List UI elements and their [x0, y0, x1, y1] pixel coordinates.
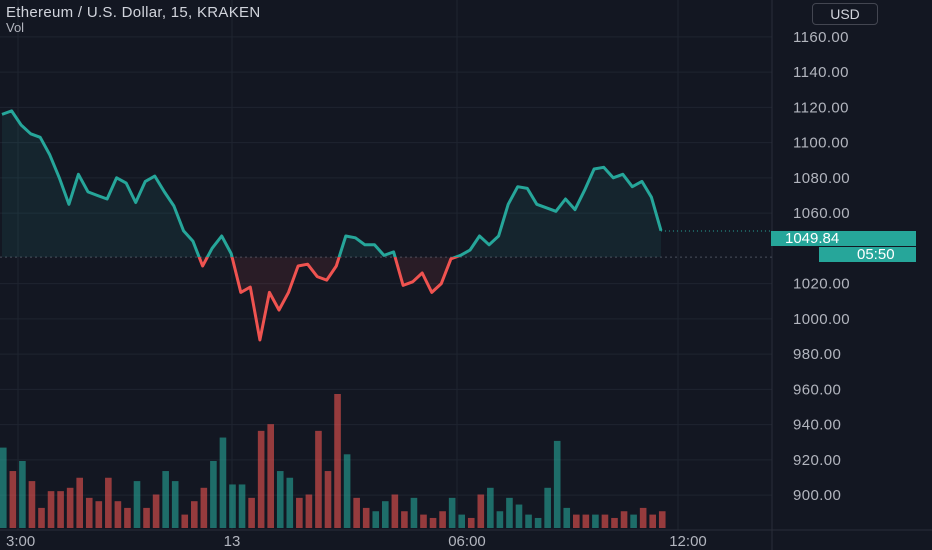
volume-bar	[639, 507, 647, 528]
volume-bar	[410, 497, 418, 528]
volume-bar	[420, 514, 427, 528]
volume-bar	[343, 454, 351, 528]
volume-bar	[76, 477, 83, 528]
currency-selector[interactable]: USD	[812, 3, 878, 25]
x-tick-label: 3:00	[6, 533, 35, 550]
price-line-below	[197, 257, 460, 342]
y-tick-label: 1000.00	[793, 311, 850, 328]
x-tick-label: 12:00	[669, 533, 707, 550]
volume-label: Vol	[6, 20, 25, 35]
last-price-tag: 1049.84	[771, 231, 916, 246]
volume-bar	[573, 514, 580, 528]
volume-bar	[181, 514, 189, 528]
volume-bar	[487, 487, 494, 528]
volume-bar	[496, 511, 504, 528]
x-tick-label: 06:00	[448, 533, 486, 550]
volume-bar	[296, 497, 303, 528]
volume-bar	[582, 514, 590, 528]
volume-bar	[467, 517, 475, 528]
volume-bar	[238, 484, 246, 528]
volume-bar	[315, 430, 322, 528]
volume-bar	[19, 461, 26, 528]
volume-bar	[9, 471, 17, 528]
volume-bar	[563, 507, 571, 528]
volume-bar	[534, 517, 542, 528]
volume-bar	[38, 507, 45, 528]
volume-bar	[171, 481, 179, 528]
y-tick-label: 980.00	[793, 346, 841, 363]
volume-bar	[85, 497, 93, 528]
chart-title: Ethereum / U.S. Dollar, 15, KRAKEN	[6, 4, 261, 21]
volume-bar	[515, 504, 523, 528]
volume-bar	[257, 430, 265, 528]
volume-bar	[525, 514, 532, 528]
volume-bar	[630, 514, 637, 528]
volume-bar	[133, 481, 141, 528]
volume-bar	[592, 514, 599, 528]
y-tick-label: 940.00	[793, 417, 841, 434]
volume-bar	[191, 501, 198, 528]
volume-bar	[544, 487, 551, 528]
y-tick-label: 1020.00	[793, 276, 850, 293]
volume-bar	[152, 494, 160, 528]
volume-bar	[105, 477, 112, 528]
volume-bar	[401, 511, 408, 528]
volume-bar	[362, 507, 370, 528]
volume-bar	[305, 494, 313, 528]
volume-bar	[57, 491, 64, 528]
volume-bar	[200, 487, 208, 528]
volume-bar	[66, 487, 74, 528]
area-fill-above	[2, 110, 661, 258]
y-tick-label: 1140.00	[793, 64, 849, 81]
volume-bar	[28, 481, 36, 528]
y-tick-label: 1060.00	[793, 205, 850, 222]
volume-bar	[124, 507, 131, 528]
bar-countdown-tag: 05:50	[819, 247, 916, 262]
volume-bar	[448, 497, 456, 528]
volume-bar	[439, 511, 446, 528]
volume-bar	[219, 437, 227, 528]
volume-bar	[658, 511, 666, 528]
volume-bar	[506, 497, 513, 528]
volume-bar	[601, 514, 609, 528]
y-tick-label: 1100.00	[793, 135, 849, 152]
volume-bar	[611, 517, 618, 528]
y-tick-label: 920.00	[793, 452, 841, 469]
volume-bar	[458, 514, 465, 528]
volume-bar	[620, 511, 628, 528]
volume-bar	[477, 494, 485, 528]
volume-bar	[267, 424, 274, 528]
volume-bar	[162, 471, 169, 528]
volume-bar	[95, 501, 103, 528]
price-line-above	[1, 109, 663, 258]
volume-bar	[372, 511, 380, 528]
x-tick-label: 13	[224, 533, 241, 550]
y-tick-label: 1120.00	[793, 99, 849, 116]
volume-bar	[649, 514, 656, 528]
volume-bar	[334, 394, 341, 528]
y-tick-label: 960.00	[793, 381, 841, 398]
volume-bar	[391, 494, 399, 528]
volume-bar	[114, 501, 122, 528]
volume-bar	[210, 461, 217, 528]
volume-bar	[553, 440, 561, 528]
volume-bar	[353, 497, 360, 528]
volume-bar	[286, 477, 294, 528]
volume-bar	[229, 484, 236, 528]
volume-bar	[0, 447, 7, 528]
volume-bar	[382, 501, 389, 528]
y-tick-label: 1080.00	[793, 170, 850, 187]
volume-bar	[429, 517, 437, 528]
volume-bar	[143, 507, 150, 528]
volume-bar	[276, 471, 284, 528]
volume-bar	[324, 471, 332, 528]
volume-bar	[47, 491, 55, 528]
y-tick-label: 900.00	[793, 487, 841, 504]
y-tick-label: 1160.00	[793, 29, 849, 46]
volume-bar	[248, 497, 255, 528]
